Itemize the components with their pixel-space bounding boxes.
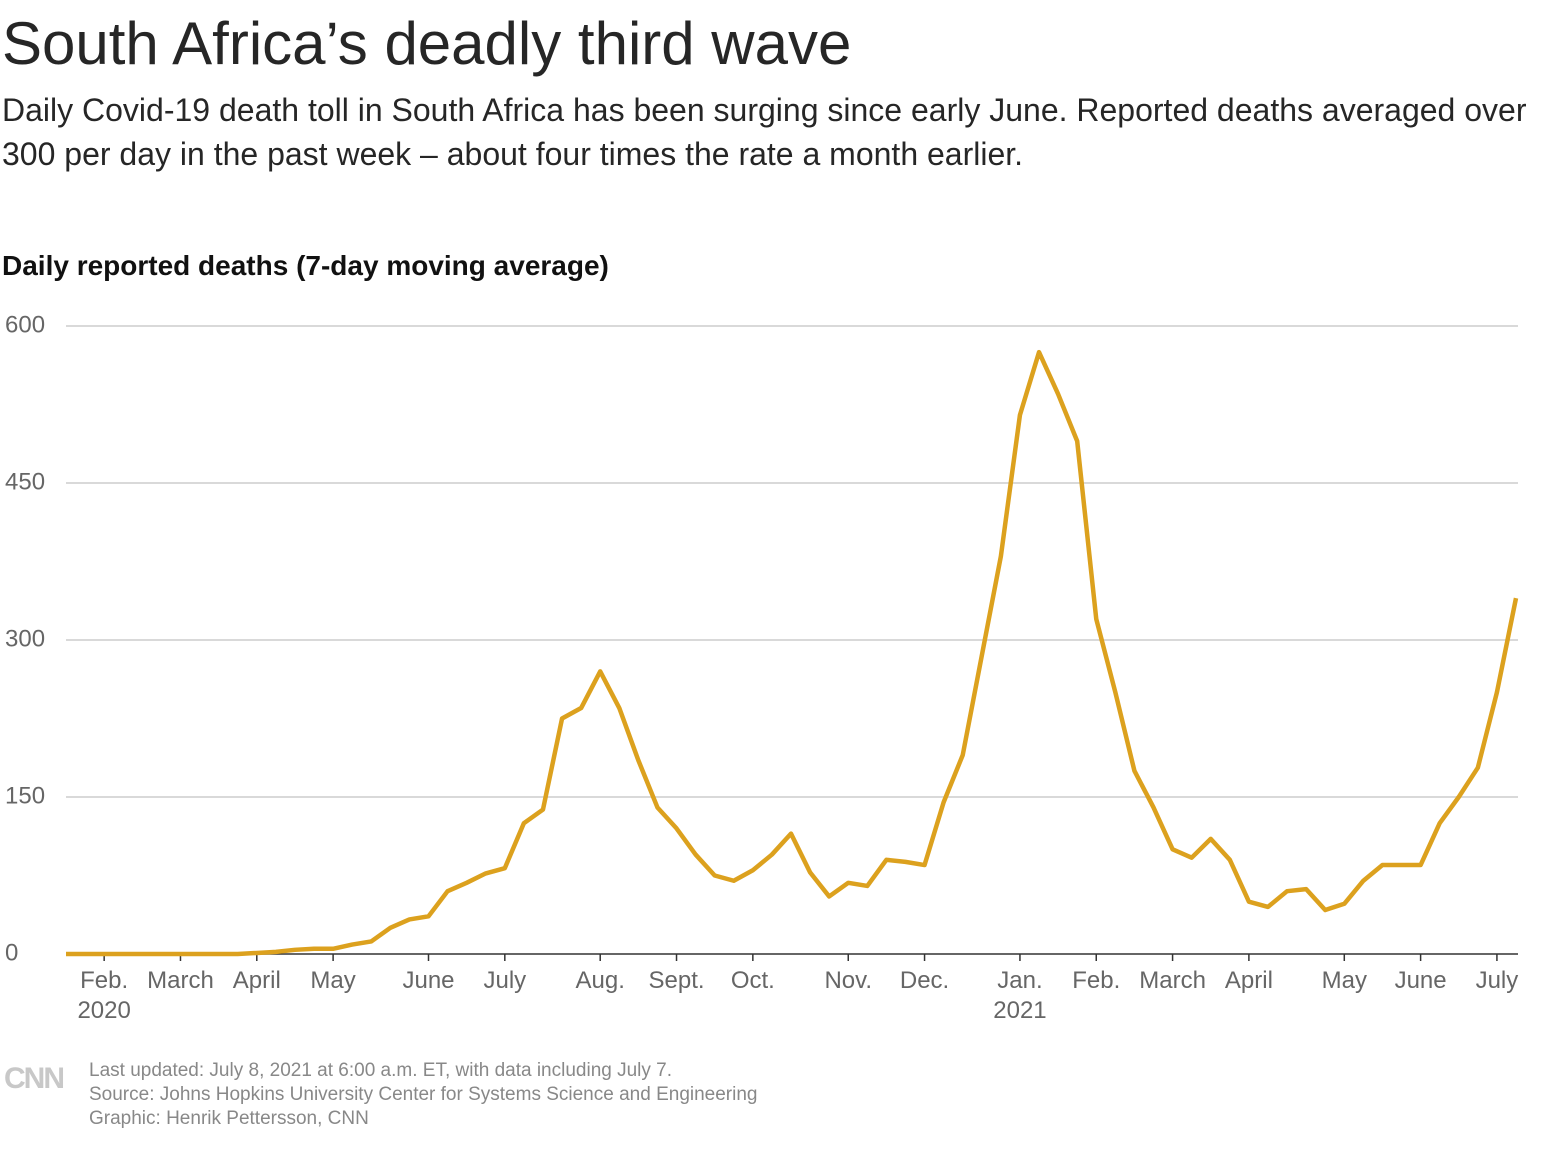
x-tick-label: June <box>402 967 455 994</box>
x-tick-label: June <box>1394 967 1447 994</box>
x-tick-label: July <box>483 967 527 994</box>
y-tick-label: 600 <box>5 311 45 338</box>
x-tick-label: March <box>1139 967 1206 994</box>
y-tick-label: 300 <box>5 625 45 652</box>
x-tick-label: Oct. <box>730 967 775 994</box>
x-tick-label: Dec. <box>899 967 950 994</box>
x-tick-label: March <box>147 967 214 994</box>
x-tick-label: Nov. <box>824 967 873 994</box>
x-tick-label: May <box>310 967 356 994</box>
x-tick-label: July <box>1475 967 1519 994</box>
chart-title: South Africa’s deadly third wave <box>2 10 852 77</box>
line-series <box>66 349 1519 957</box>
y-tick-label: 0 <box>5 939 18 966</box>
footnote: Last updated: July 8, 2021 at 6:00 a.m. … <box>89 1060 673 1081</box>
logo: CNN <box>4 1062 65 1095</box>
footnote: Graphic: Henrik Pettersson, CNN <box>89 1108 369 1129</box>
footnote: Source: Johns Hopkins University Center … <box>89 1084 758 1105</box>
x-tick-label: May <box>1321 967 1367 994</box>
y-tick-label: 150 <box>5 782 45 809</box>
x-tick-label: Feb. <box>1072 967 1121 994</box>
y-tick-label: 450 <box>5 468 45 495</box>
y-axis-title: Daily reported deaths (7-day moving aver… <box>2 250 609 281</box>
chart-subtitle: Daily Covid-19 death toll in South Afric… <box>2 92 1527 172</box>
x-tick-label: Aug. <box>575 967 625 994</box>
x-tick-label: April <box>1224 967 1273 994</box>
x-tick-label: Sept. <box>648 967 705 994</box>
x-tick-label: Feb. 2020 <box>77 967 131 1024</box>
x-tick-label: April <box>232 967 281 994</box>
x-tick-label: Jan. 2021 <box>993 967 1047 1024</box>
